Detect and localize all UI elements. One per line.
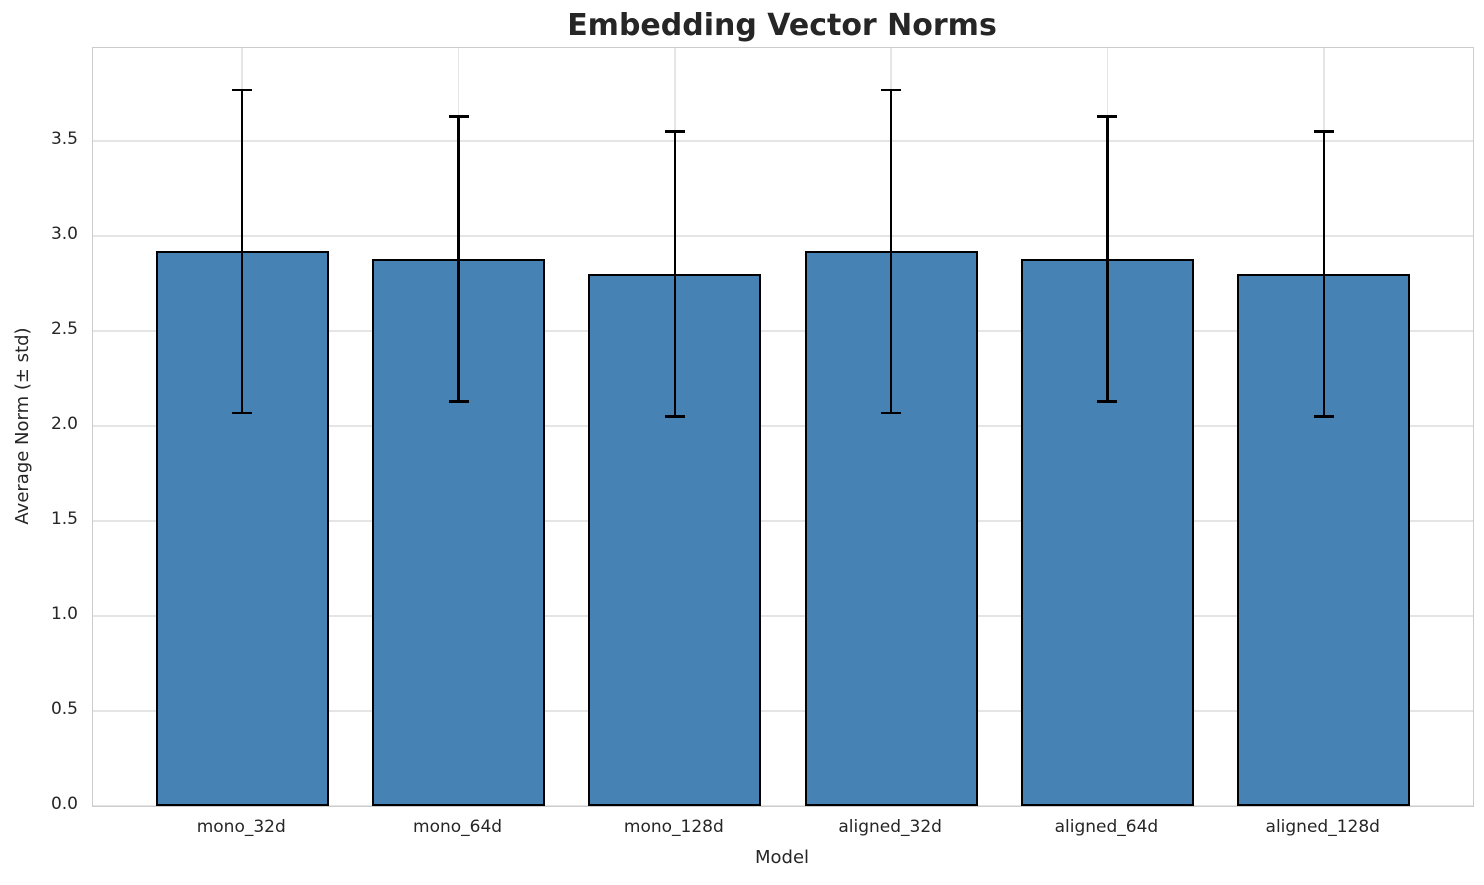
error-bar-cap-bottom xyxy=(1313,415,1334,418)
x-tick-label: aligned_32d xyxy=(838,817,942,837)
error-bar-cap-top xyxy=(1097,115,1118,118)
error-bar-cap-bottom xyxy=(448,400,469,403)
error-bar-cap-top xyxy=(1313,130,1334,133)
error-bar-cap-top xyxy=(881,88,902,92)
y-gridline xyxy=(93,520,1473,522)
plot-area xyxy=(92,47,1474,807)
x-tick-label: aligned_128d xyxy=(1265,817,1380,837)
error-bar-cap-bottom xyxy=(232,411,253,414)
y-gridline xyxy=(93,140,1473,142)
x-tick-label: mono_32d xyxy=(196,817,286,837)
y-tick-label: 3.5 xyxy=(50,129,78,150)
y-gridline xyxy=(93,425,1473,427)
y-tick-label: 1.5 xyxy=(50,509,78,530)
y-gridline xyxy=(93,615,1473,617)
x-axis-label: Model xyxy=(754,847,810,868)
error-bar-line xyxy=(673,131,677,417)
error-bar-cap-bottom xyxy=(881,411,902,414)
chart-title: Embedding Vector Norms xyxy=(567,8,997,43)
y-tick-label: 3.0 xyxy=(50,224,78,245)
error-bar-line xyxy=(889,89,893,413)
y-gridline xyxy=(93,710,1473,712)
y-tick-label: 2.0 xyxy=(50,414,78,435)
x-tick-label: mono_64d xyxy=(413,817,503,837)
x-tick-label: mono_128d xyxy=(623,817,724,837)
y-gridline xyxy=(93,235,1473,237)
error-bar-cap-top xyxy=(664,130,685,133)
error-bar-line xyxy=(457,116,460,402)
y-tick-label: 0.0 xyxy=(50,794,78,814)
y-gridline xyxy=(93,805,1473,806)
y-tick-label: 0.5 xyxy=(50,699,78,719)
error-bar-cap-top xyxy=(448,115,469,118)
error-bar-cap-bottom xyxy=(664,415,685,418)
error-bar-cap-top xyxy=(232,88,253,92)
error-bar-line xyxy=(1106,116,1109,402)
y-tick-label: 2.5 xyxy=(50,319,78,340)
error-bar-line xyxy=(1322,131,1325,417)
error-bar-cap-bottom xyxy=(1097,400,1118,403)
error-bar-line xyxy=(240,89,244,413)
x-tick-label: aligned_64d xyxy=(1054,817,1159,837)
y-gridline xyxy=(93,330,1473,332)
y-tick-label: 1.0 xyxy=(50,604,78,625)
